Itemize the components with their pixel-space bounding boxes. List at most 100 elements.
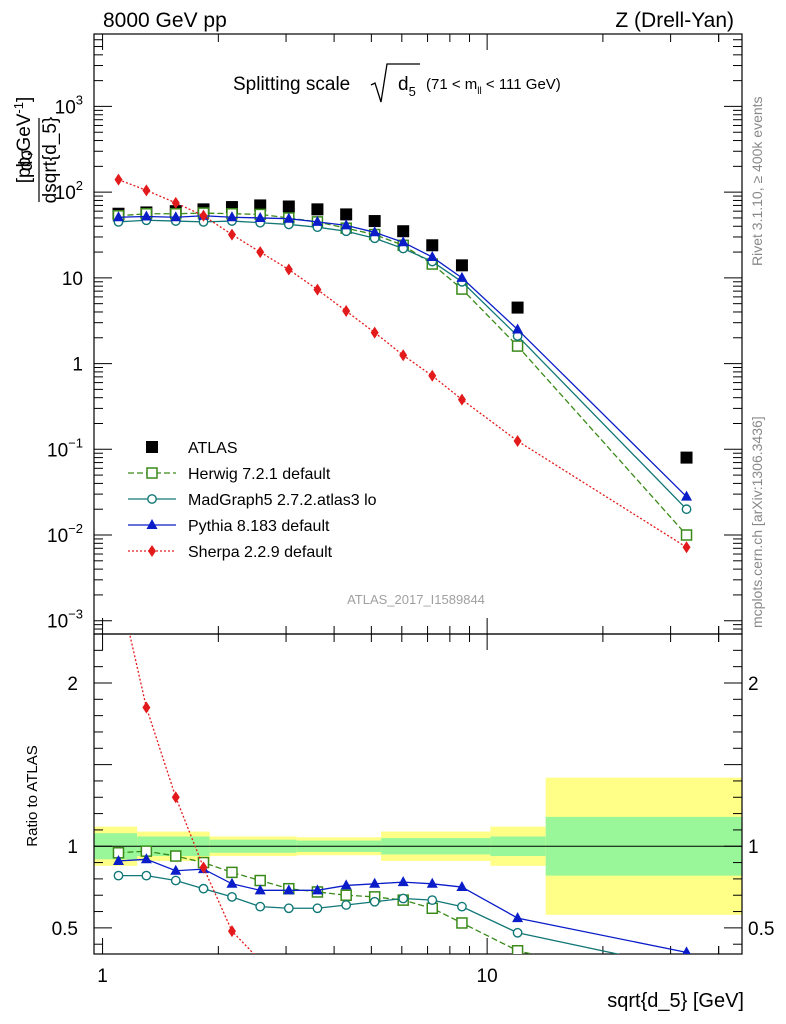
main-y-label: dσ dsqrt{d_5} (16, 117, 61, 204)
ratio-point (285, 971, 293, 983)
analysis-watermark: ATLAS_2017_I1589844 (347, 592, 485, 607)
legend-marker (146, 441, 158, 453)
legend-entry: Pythia 8.183 default (128, 518, 330, 535)
data-point (283, 212, 295, 223)
legend-label: Herwig 7.2.1 default (188, 466, 331, 483)
ratio-point (458, 999, 466, 1011)
data-point (311, 203, 324, 216)
ratio-point (371, 995, 379, 1007)
y-tick-label: 10−2 (47, 521, 83, 547)
mcplots-citation-label: mcplots.cern.ch [arXiv:1306.3436] (749, 416, 765, 628)
data-point (368, 215, 381, 228)
data-point (426, 251, 438, 262)
y-tick-label: 103 (55, 92, 83, 118)
ratio-point (428, 999, 436, 1011)
y-tick-label: 1 (72, 355, 83, 376)
ratio-series-madgraph5-2-7-2-atlas3-lo (113, 870, 690, 972)
ratio-point (141, 870, 152, 881)
data-point (340, 208, 353, 221)
ratio-point (198, 883, 209, 894)
ratio-point (112, 854, 124, 865)
main-series-layer (112, 173, 693, 554)
data-point (682, 541, 691, 554)
data-point (112, 211, 124, 222)
ratio-point (256, 955, 264, 967)
ratio-point (171, 791, 180, 804)
ratio-point (682, 964, 690, 972)
ratio-y-tick-label-right: 0.5 (748, 919, 774, 940)
ratio-point (514, 999, 522, 1011)
ratio-point (456, 917, 468, 929)
ratio-point (340, 879, 352, 890)
legend: ATLAS Herwig 7.2.1 default MadGraph5 2.7.2… (128, 440, 377, 561)
data-point (282, 200, 295, 213)
legend-entry: Herwig 7.2.1 default (128, 466, 331, 483)
y-label-numerator: dσ (16, 149, 37, 172)
data-point (256, 246, 265, 259)
ratio-uncertainty-bands (94, 777, 742, 915)
y-tick-label: 10 (62, 269, 83, 290)
plot-title-root: d5 (398, 74, 416, 99)
data-point (170, 211, 182, 222)
data-point (456, 271, 468, 282)
ratio-point (140, 853, 152, 864)
legend-label: Pythia 8.183 default (188, 518, 330, 535)
ratio-point (369, 877, 381, 888)
ratio-point (398, 893, 409, 904)
ratio-point (227, 891, 237, 902)
plot-title-cut: (71 < mll < 111 GeV) (426, 76, 561, 97)
ratio-line (118, 850, 535, 954)
ratio-y-label: Ratio to ATLAS (24, 745, 41, 846)
ratio-point (170, 875, 181, 886)
data-point (142, 184, 151, 197)
x-tick-label: 1 (97, 966, 108, 987)
x-tick-label: 10 (477, 966, 498, 987)
data-point (399, 349, 408, 362)
data-point (680, 529, 693, 541)
data-point (512, 323, 524, 334)
legend-marker (146, 519, 158, 529)
data-point (254, 199, 267, 212)
ratio-point (283, 903, 294, 914)
data-point (426, 239, 439, 252)
legend-marker (148, 545, 156, 557)
ratio-y-tick-label-right: 2 (748, 674, 759, 695)
y-label-unit: [pb,GeV-1] (11, 97, 35, 184)
ratio-point (142, 701, 151, 714)
ratio-point (512, 927, 523, 938)
plot-title: Splitting scale (233, 74, 350, 95)
ratio-point (227, 925, 236, 938)
ratio-point (426, 877, 438, 888)
data-point (226, 211, 238, 222)
ratio-point (341, 900, 352, 910)
ratio-point (170, 850, 182, 862)
series-herwig-7-2-1-default (112, 207, 693, 541)
data-point (199, 209, 208, 222)
main-axis-ticks: 10−3 10−2 10−1 1 10 102 103 (47, 33, 742, 635)
data-point (140, 210, 152, 221)
ratio-point (457, 901, 467, 912)
legend-entry: MadGraph5 2.7.2.atlas3 lo (128, 492, 377, 509)
ratio-series-pythia-8-183-default (112, 853, 691, 954)
data-point (340, 219, 352, 230)
data-point (455, 259, 468, 272)
ratio-series-sherpa-2-2-9-default (128, 634, 522, 1011)
sqrt-sign (370, 63, 420, 103)
ratio-series-layer (112, 634, 691, 1011)
header-right-label: Z (Drell-Yan) (615, 9, 734, 32)
data-point (342, 305, 351, 318)
y-label-denominator: dsqrt{d_5} (40, 117, 61, 204)
data-point (511, 340, 524, 352)
ratio-point (283, 884, 295, 895)
data-point (114, 173, 123, 186)
legend-marker (147, 494, 157, 504)
ratio-point (511, 944, 524, 954)
data-point (680, 451, 693, 464)
data-point (457, 393, 466, 406)
ratio-point (682, 946, 691, 954)
data-point (513, 434, 522, 447)
ratio-y-tick-label-right: 1 (748, 837, 759, 858)
data-point (511, 301, 524, 314)
ratio-point (456, 881, 468, 892)
ratio-point (313, 984, 321, 996)
